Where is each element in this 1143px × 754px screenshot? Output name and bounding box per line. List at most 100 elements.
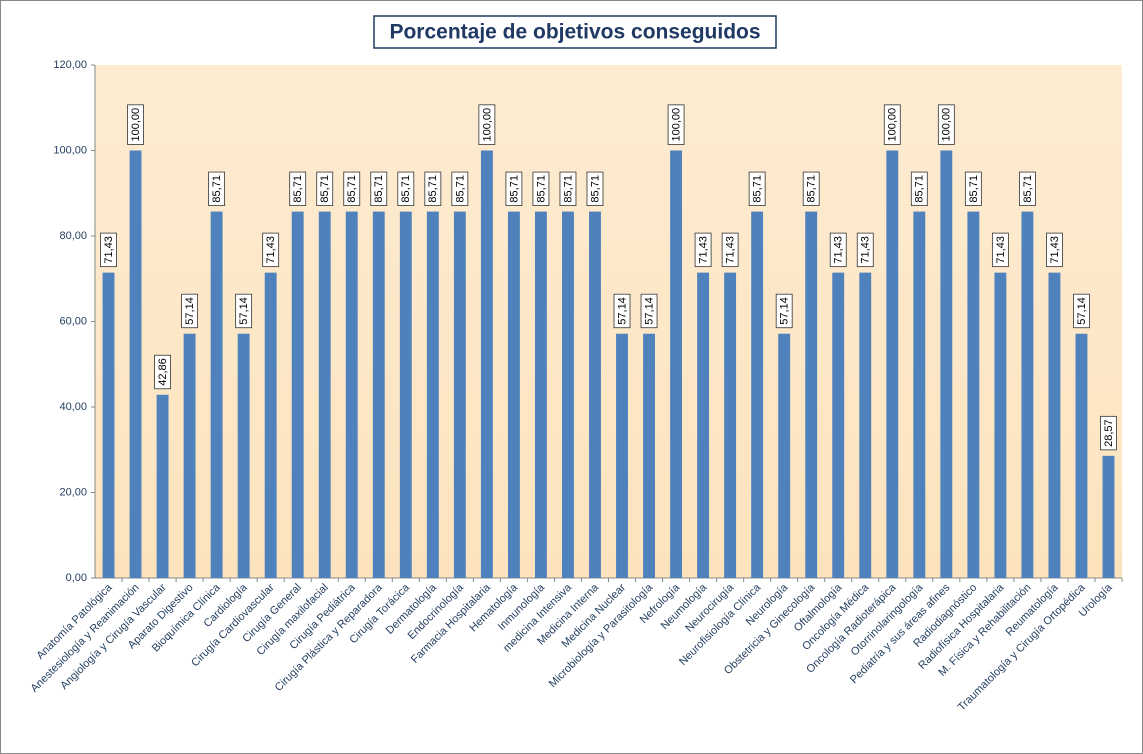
value-label-box <box>586 171 604 206</box>
bar <box>724 272 737 578</box>
value-label-box <box>721 232 739 268</box>
value-label-box <box>640 293 658 329</box>
value-label-box <box>478 104 496 145</box>
value-label-box <box>937 104 955 145</box>
value-label: 28,57 <box>1103 419 1115 447</box>
value-label: 85,71 <box>535 175 547 203</box>
value-label-box <box>262 232 280 268</box>
value-label-box <box>235 293 253 329</box>
value-label: 85,71 <box>211 175 223 203</box>
value-label-box <box>667 104 685 145</box>
value-label: 100,00 <box>481 108 493 142</box>
value-label-group: 85,71 <box>586 171 604 206</box>
value-label-box <box>181 293 198 329</box>
value-label: 57,14 <box>238 297 250 325</box>
value-label-box <box>208 171 226 206</box>
bar <box>534 211 547 578</box>
value-label-box <box>154 354 171 390</box>
value-label-group: 71,43 <box>262 232 280 268</box>
value-label: 85,71 <box>400 175 412 203</box>
value-label: 57,14 <box>643 297 655 325</box>
value-label-box <box>370 171 388 206</box>
value-label: 85,71 <box>454 175 466 203</box>
value-label: 71,43 <box>1049 236 1061 264</box>
bar <box>264 272 277 578</box>
value-label: 85,71 <box>562 175 574 203</box>
value-label-group: 100,00 <box>883 104 901 145</box>
bar <box>129 150 142 578</box>
value-label-group: 57,14 <box>640 293 658 329</box>
value-label: 71,43 <box>725 236 737 264</box>
bar <box>1102 455 1115 578</box>
bar <box>372 211 385 578</box>
value-label: 85,71 <box>968 175 980 203</box>
value-label: 57,14 <box>616 297 628 325</box>
value-label: 71,43 <box>697 236 709 264</box>
value-label-box <box>505 171 523 206</box>
value-label-group: 71,43 <box>694 232 712 268</box>
value-label-box <box>748 171 766 206</box>
value-label-group: 28,57 <box>1100 415 1117 451</box>
value-label-group: 85,71 <box>964 171 982 206</box>
value-label-box <box>289 171 307 206</box>
bar <box>643 333 655 578</box>
value-label: 42,86 <box>157 358 169 386</box>
value-label-group: 85,71 <box>397 171 415 206</box>
bar <box>967 211 980 578</box>
value-label-group: 85,71 <box>559 171 577 206</box>
value-label-group: 100,00 <box>478 104 496 145</box>
bar <box>913 211 926 578</box>
value-label: 85,71 <box>373 175 385 203</box>
value-label-group: 57,14 <box>613 293 631 329</box>
bar <box>751 211 764 578</box>
value-label-group: 85,71 <box>370 171 388 206</box>
value-label-group: 42,86 <box>154 354 171 390</box>
value-label: 85,71 <box>319 175 331 203</box>
value-label-group: 71,43 <box>829 232 847 268</box>
value-label: 85,71 <box>589 175 601 203</box>
value-label-box <box>397 171 415 206</box>
value-label-group: 85,71 <box>1019 171 1036 206</box>
value-label-group: 71,43 <box>856 232 874 268</box>
value-label: 100,00 <box>130 108 142 142</box>
value-label: 85,71 <box>914 175 926 203</box>
bar <box>670 150 683 578</box>
value-label: 85,71 <box>427 175 439 203</box>
value-label-group: 85,71 <box>532 171 550 206</box>
bar <box>940 150 953 578</box>
value-label-group: 57,14 <box>1073 293 1090 329</box>
bar <box>210 211 223 578</box>
value-label: 100,00 <box>887 108 899 142</box>
bar <box>1075 333 1088 578</box>
value-label-box <box>1100 415 1117 451</box>
value-label: 57,14 <box>184 297 196 325</box>
bar <box>697 272 710 578</box>
value-label: 85,71 <box>346 175 358 203</box>
value-label-box <box>127 104 144 145</box>
value-label: 85,71 <box>292 175 304 203</box>
value-label-group: 85,71 <box>316 171 334 206</box>
bar <box>345 211 358 578</box>
value-label-group: 85,71 <box>451 171 469 206</box>
y-tick-label: 20,00 <box>59 486 87 498</box>
value-label-group: 100,00 <box>667 104 685 145</box>
bar <box>156 394 169 578</box>
value-label-group: 100,00 <box>127 104 144 145</box>
bar <box>589 211 601 578</box>
bar <box>562 211 574 578</box>
value-label: 71,43 <box>265 236 277 264</box>
value-label-box <box>883 104 901 145</box>
value-label-group: 57,14 <box>181 293 198 329</box>
bar <box>886 150 899 578</box>
y-tick-label: 120,00 <box>53 59 87 71</box>
value-label-box <box>802 171 820 206</box>
value-label: 71,43 <box>833 236 845 264</box>
value-label: 85,71 <box>1022 175 1034 203</box>
value-label-box <box>613 293 631 329</box>
value-label-group: 85,71 <box>208 171 226 206</box>
bar <box>426 211 439 578</box>
value-label-group: 85,71 <box>343 171 361 206</box>
value-label-group: 71,43 <box>991 232 1009 268</box>
value-label-box <box>829 232 847 268</box>
